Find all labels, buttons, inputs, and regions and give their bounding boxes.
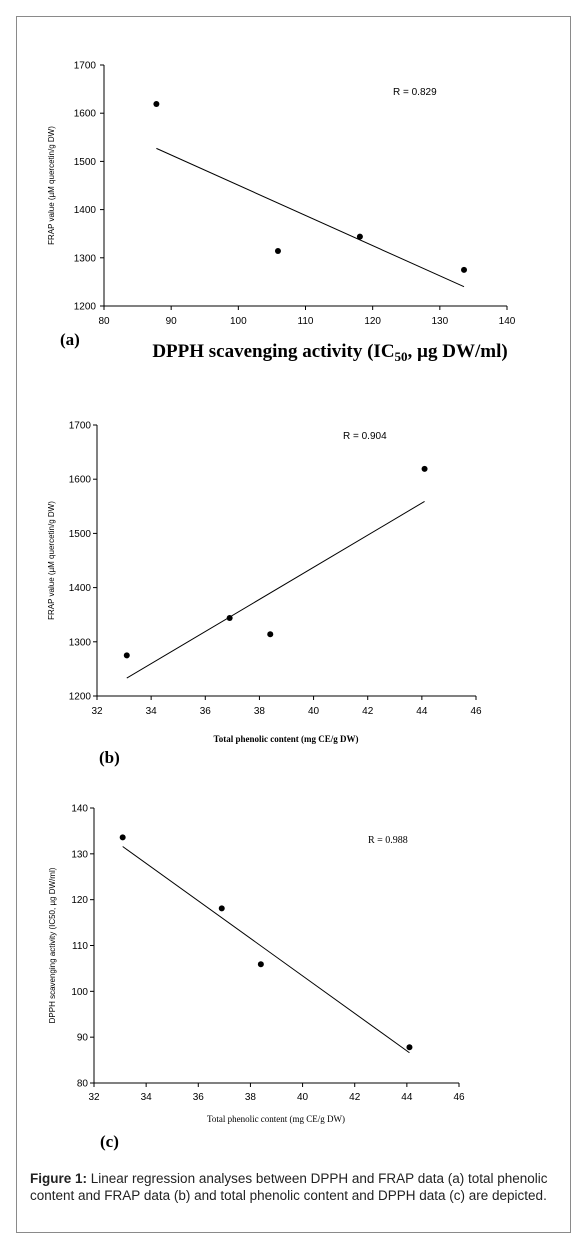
chart-3: 80 90 100 110 120 130 140 32 34 36 38 40 42 44 46 DPPH … [48,804,465,1152]
y-tick-label: 1700 [69,421,92,432]
panel-label: (c) [100,1132,119,1151]
r-annotation: R = 0.904 [343,431,387,442]
y-tick-label: 120 [71,895,88,906]
y-tick-label: 1600 [74,109,97,120]
x-tick-label: 40 [297,1092,309,1103]
y-tick-label: 1300 [74,253,97,264]
x-tick-label: 40 [308,706,320,717]
data-point [153,101,160,108]
x-axis-label: DPPH scavenging activity (IC50, µg DW/ml… [152,341,507,364]
x-tick-label: 120 [364,316,381,327]
x-tick-label: 44 [401,1092,413,1103]
y-tick-label: 1400 [69,583,92,594]
x-tick-label: 42 [362,706,374,717]
caption-text: Linear regression analyses between DPPH … [30,1171,548,1203]
x-tick-label: 32 [88,1092,100,1103]
x-tick-label: 44 [416,706,428,717]
y-tick-label: 80 [77,1079,89,1090]
x-tick-label: 42 [349,1092,361,1103]
y-tick-label: 1400 [74,205,97,216]
y-tick-label: 90 [77,1033,89,1044]
data-point [274,248,281,255]
figure-caption: Figure 1: Linear regression analyses bet… [30,1170,560,1204]
x-tick-label: 90 [166,316,178,327]
x-tick-label: 36 [193,1092,205,1103]
x-tick-label: 36 [200,706,212,717]
x-tick-label: 34 [146,706,158,717]
y-tick-label: 1500 [69,529,92,540]
data-point [123,652,130,659]
data-point [119,834,126,841]
x-tick-label: 140 [499,316,516,327]
trend-line [126,500,425,679]
panel-label: (a) [60,330,80,349]
data-point [226,614,233,621]
y-tick-label: 130 [71,849,88,860]
data-point [421,465,428,472]
x-tick-label: 100 [230,316,247,327]
data-point [257,961,264,968]
data-point [218,905,225,912]
x-tick-label: 38 [254,706,266,717]
chart-2: 1200 1300 1400 1500 1600 1700 32 34 36 38 40 42 44 46… [47,421,482,768]
y-tick-label: 140 [71,804,88,815]
x-tick-label: 130 [431,316,448,327]
figure-frame [16,16,571,1233]
x-tick-label: 46 [470,706,482,717]
caption-label: Figure 1: [30,1171,88,1186]
r-annotation: R = 0.829 [393,87,437,98]
data-point [267,631,274,638]
y-axis-label: DPPH scavenging activity (IC50, µg DW/ml… [48,867,57,1023]
x-tick-label: 80 [98,316,110,327]
y-tick-label: 1200 [69,692,92,703]
panel-label: (b) [99,748,120,767]
trend-line [156,147,465,288]
chart-1: 1200 1300 1400 1500 1600 1700 80 90 100 110 120 130… [47,61,516,365]
x-axis-label-subscript: 50 [395,349,408,364]
y-tick-label: 110 [72,941,88,952]
data-point [461,266,468,273]
y-tick-label: 1700 [74,61,97,72]
y-tick-label: 100 [71,987,88,998]
x-tick-label: 34 [141,1092,153,1103]
x-tick-label: 32 [91,706,103,717]
r-annotation: R = 0.988 [368,835,408,846]
y-axis-label: FRAP value (µM quercetin/g DW) [47,501,56,620]
x-tick-label: 38 [245,1092,257,1103]
x-axis-label: Total phenolic content (mg CE/g DW) [207,1114,345,1124]
x-axis-label-main: DPPH scavenging activity (IC [152,341,394,362]
y-tick-label: 1300 [69,637,92,648]
data-point [406,1044,413,1051]
x-tick-label: 110 [298,316,314,327]
data-point [356,233,363,240]
y-tick-label: 1500 [74,157,97,168]
x-axis-label: Total phenolic content (mg CE/g DW) [214,734,359,744]
y-tick-label: 1200 [74,302,97,313]
x-tick-label: 46 [453,1092,465,1103]
y-tick-label: 1600 [69,475,92,486]
x-axis-label-tail: , µg DW/ml) [408,341,508,362]
y-axis-label: FRAP value (µM quercetin/g DW) [47,126,56,245]
trend-line [122,846,410,1054]
